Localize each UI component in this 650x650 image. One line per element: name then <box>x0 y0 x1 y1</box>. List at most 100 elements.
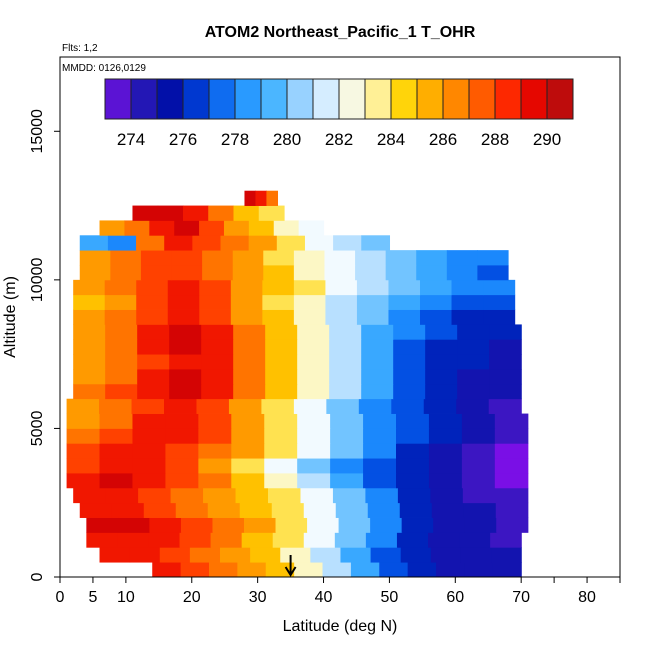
heatmap-cell <box>169 324 202 340</box>
heatmap-cell <box>457 354 490 370</box>
x-tick-label: 0 <box>56 589 65 606</box>
heatmap-cell <box>446 250 479 266</box>
heatmap-cell <box>79 235 109 251</box>
heatmap-cell <box>262 279 295 296</box>
heatmap-cell <box>137 339 170 355</box>
heatmap-cell <box>266 190 279 206</box>
heatmap-cell <box>297 354 330 370</box>
heatmap-cell <box>111 502 145 518</box>
y-tick-label: 5000 <box>29 411 46 447</box>
x-tick-label: 50 <box>381 589 399 606</box>
colorbar-segment <box>521 79 548 119</box>
heatmap-cell <box>489 369 522 385</box>
heatmap-cell <box>202 265 234 281</box>
heatmap-cell <box>170 487 204 504</box>
heatmap-cell <box>248 235 278 251</box>
heatmap-cell <box>207 502 241 518</box>
heatmap-cell <box>495 487 529 504</box>
colorbar-segment <box>495 79 522 119</box>
heatmap-cell <box>228 398 263 414</box>
heatmap-cell <box>356 294 390 310</box>
heatmap-cell <box>268 487 302 504</box>
heatmap-cell <box>416 250 448 266</box>
heatmap-cell <box>451 294 484 310</box>
heatmap-cell <box>201 354 234 370</box>
heatmap-cell <box>490 532 522 548</box>
colorbar-frame <box>104 78 574 120</box>
heatmap-cell <box>241 532 274 548</box>
heatmap-cell <box>356 309 390 325</box>
colorbar-segment <box>157 79 184 119</box>
heatmap-cell <box>105 339 138 355</box>
heatmap-cell <box>430 487 464 504</box>
heatmap-cell <box>136 294 169 310</box>
heatmap-cell <box>232 265 264 281</box>
heatmap-cell <box>393 369 426 385</box>
heatmap-cell <box>99 458 134 474</box>
heatmap-cell <box>169 354 202 370</box>
heatmap-cell <box>298 220 325 236</box>
heatmap-cell <box>489 324 522 340</box>
heatmap-cell <box>420 309 453 325</box>
colorbar-tick-label: 282 <box>325 130 353 149</box>
heatmap-cell <box>232 250 264 266</box>
heatmap-cell <box>428 532 460 548</box>
heatmap-cell <box>322 562 352 578</box>
heatmap-cell <box>271 502 305 518</box>
heatmap-cell <box>293 265 326 281</box>
heatmap-cell <box>370 517 403 533</box>
heatmap-cell <box>494 413 529 429</box>
heatmap-cell <box>235 487 269 504</box>
heatmap-cell <box>233 324 266 340</box>
heatmap-cell <box>104 309 137 325</box>
heatmap-cell <box>152 562 182 578</box>
heatmap-cell <box>131 398 165 414</box>
heatmap-cell <box>388 309 421 325</box>
heatmap-cell <box>496 517 529 533</box>
heatmap-cell <box>293 294 327 310</box>
heatmap-cell <box>105 383 138 400</box>
heatmap-cell <box>137 324 170 340</box>
heatmap-cell <box>132 428 167 444</box>
heatmap-cell <box>489 339 522 355</box>
heatmap-cell <box>297 324 330 340</box>
heatmap-cell <box>388 294 421 310</box>
heatmap-cell <box>488 398 522 414</box>
heatmap-cell <box>495 502 529 518</box>
heatmap-cell <box>355 250 387 266</box>
heatmap-cell <box>124 220 150 236</box>
heatmap-cell <box>262 309 295 325</box>
colorbar-segment <box>547 79 574 119</box>
heatmap-cell <box>431 502 465 518</box>
heatmap-cell <box>451 309 484 325</box>
heatmap-cell <box>171 250 203 266</box>
heatmap-cell <box>423 398 457 414</box>
x-tick-label: 20 <box>183 589 201 606</box>
heatmap-cell <box>489 354 522 370</box>
heatmap-cell <box>258 205 285 221</box>
heatmap-cell <box>86 532 119 548</box>
dates-label: MMDD: 0126,0129 <box>62 63 146 74</box>
heatmap-cell <box>264 413 298 429</box>
heatmap-cell <box>233 369 266 385</box>
heatmap-cell <box>324 265 356 281</box>
heatmap-cell <box>230 279 263 296</box>
heatmap-cell <box>324 250 356 266</box>
heatmap-cell <box>231 473 265 489</box>
heatmap-cell <box>179 532 212 548</box>
heatmap-cell <box>148 532 181 548</box>
heatmap-cell <box>293 398 327 414</box>
heatmap-cell <box>138 487 172 504</box>
heatmap-cell <box>167 279 200 296</box>
heatmap-cell <box>105 324 138 340</box>
heatmap-cell <box>164 398 198 414</box>
heatmap-cell <box>477 265 509 281</box>
heatmap-cell <box>401 517 434 533</box>
heatmap-cell <box>198 473 232 489</box>
heatmap-cell <box>201 339 234 355</box>
heatmap-cell <box>73 309 106 325</box>
x-axis: 0 5 10 20 30 40 50 60 70 80 <box>56 577 621 606</box>
heatmap-cell <box>307 517 340 533</box>
heatmap-cell <box>400 547 432 563</box>
heatmap-cell <box>433 517 466 533</box>
